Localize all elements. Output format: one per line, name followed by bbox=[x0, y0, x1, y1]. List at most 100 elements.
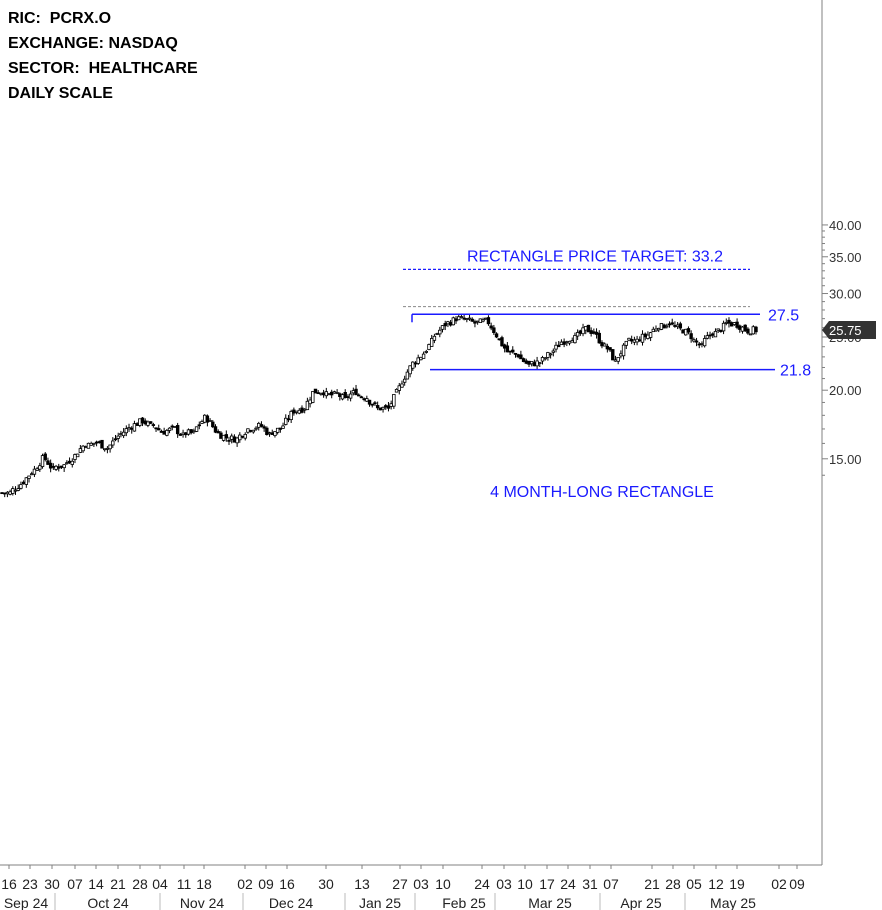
x-day-label: 31 bbox=[582, 876, 598, 892]
candle-up bbox=[584, 326, 588, 331]
candle-up bbox=[646, 334, 650, 339]
candle-up bbox=[554, 344, 558, 350]
candle-up bbox=[297, 409, 301, 414]
candle-up bbox=[621, 344, 626, 357]
candle-up bbox=[273, 431, 277, 437]
x-day-label: 10 bbox=[435, 876, 451, 892]
candle-up bbox=[5, 491, 10, 495]
candle-down bbox=[219, 432, 223, 439]
candle-down bbox=[686, 328, 691, 333]
candle-down bbox=[213, 426, 218, 433]
candle-up bbox=[84, 446, 88, 448]
scale-label: DAILY SCALE bbox=[8, 85, 113, 102]
candle-down bbox=[527, 360, 531, 365]
candle-down bbox=[502, 344, 507, 349]
candle-up bbox=[451, 317, 456, 326]
candle-up bbox=[481, 319, 485, 322]
x-month-label: Mar 25 bbox=[528, 895, 572, 910]
candle-up bbox=[327, 393, 331, 395]
candle-down bbox=[738, 325, 742, 330]
candle-up bbox=[546, 352, 550, 358]
candle-down bbox=[67, 460, 72, 464]
candle-up bbox=[716, 328, 720, 331]
candle-down bbox=[262, 426, 266, 429]
candle-down bbox=[413, 362, 418, 365]
candle-down bbox=[673, 325, 677, 327]
candle-up bbox=[119, 433, 123, 436]
x-day-label: 03 bbox=[496, 876, 512, 892]
candle-up bbox=[165, 430, 169, 436]
candle-down bbox=[611, 349, 615, 361]
x-day-label: 07 bbox=[67, 876, 83, 892]
x-day-label: 30 bbox=[318, 876, 334, 892]
candle-up bbox=[475, 320, 480, 323]
candle-down bbox=[354, 388, 358, 396]
candle-up bbox=[238, 434, 242, 441]
candle-down bbox=[454, 318, 458, 322]
candle-up bbox=[311, 391, 315, 403]
candle-down bbox=[330, 391, 334, 396]
candle-up bbox=[38, 465, 42, 470]
x-day-label: 19 bbox=[729, 876, 745, 892]
candle-up bbox=[302, 408, 307, 411]
candle-up bbox=[416, 357, 420, 364]
candle-down bbox=[300, 407, 304, 413]
candle-up bbox=[394, 388, 399, 393]
candle-up bbox=[35, 468, 39, 471]
candle-down bbox=[500, 337, 504, 347]
candle-down bbox=[729, 322, 734, 327]
candle-down bbox=[667, 323, 672, 326]
candle-down bbox=[189, 429, 193, 434]
candle-up bbox=[665, 325, 669, 328]
candle-down bbox=[643, 333, 647, 338]
chart-info: RIC: PCRX.O EXCHANGE: NASDAQ SECTOR: HEA… bbox=[8, 6, 198, 106]
candle-up bbox=[254, 427, 258, 430]
candle-down bbox=[373, 402, 377, 405]
candle-down bbox=[597, 332, 601, 344]
candle-up bbox=[573, 335, 577, 344]
candle-up bbox=[348, 393, 353, 399]
candle-up bbox=[435, 333, 439, 335]
x-day-label: 12 bbox=[708, 876, 724, 892]
candle-down bbox=[265, 427, 269, 435]
candle-up bbox=[529, 360, 534, 365]
y-tick-label: 40.00 bbox=[829, 218, 862, 233]
candle-up bbox=[702, 338, 707, 347]
candle-down bbox=[162, 430, 166, 435]
y-tick-label: 30.00 bbox=[829, 287, 862, 302]
candle-down bbox=[205, 415, 210, 423]
candle-up bbox=[324, 391, 329, 397]
candle-down bbox=[462, 317, 466, 320]
x-day-label: 10 bbox=[517, 876, 533, 892]
candle-up bbox=[81, 445, 85, 452]
x-month-label: Nov 24 bbox=[180, 895, 225, 910]
candle-up bbox=[675, 324, 680, 328]
candle-up bbox=[78, 448, 83, 453]
candle-up bbox=[548, 353, 553, 356]
candle-down bbox=[678, 323, 683, 329]
x-month-label: Oct 24 bbox=[87, 895, 128, 910]
candle-up bbox=[732, 322, 737, 325]
x-month-label: Dec 24 bbox=[269, 895, 314, 910]
candle-down bbox=[240, 435, 245, 438]
candle-up bbox=[551, 350, 556, 353]
candle-down bbox=[362, 398, 366, 401]
candle-up bbox=[467, 317, 472, 320]
y-tick-label: 20.00 bbox=[829, 383, 862, 398]
candle-down bbox=[532, 362, 537, 367]
candle-up bbox=[648, 332, 653, 338]
candle-down bbox=[216, 431, 220, 434]
candle-down bbox=[681, 329, 685, 334]
candle-up bbox=[602, 343, 607, 347]
x-month-label: Feb 25 bbox=[442, 895, 486, 910]
candle-up bbox=[419, 356, 423, 361]
x-day-label: 07 bbox=[603, 876, 619, 892]
candle-down bbox=[0, 492, 4, 495]
candle-down bbox=[689, 333, 693, 340]
candle-down bbox=[513, 352, 518, 355]
ric-label: RIC: PCRX.O bbox=[8, 10, 112, 27]
target-label: RECTANGLE PRICE TARGET: 33.2 bbox=[467, 248, 723, 265]
candle-down bbox=[470, 318, 474, 322]
candle-up bbox=[570, 340, 574, 343]
candle-up bbox=[32, 468, 37, 475]
